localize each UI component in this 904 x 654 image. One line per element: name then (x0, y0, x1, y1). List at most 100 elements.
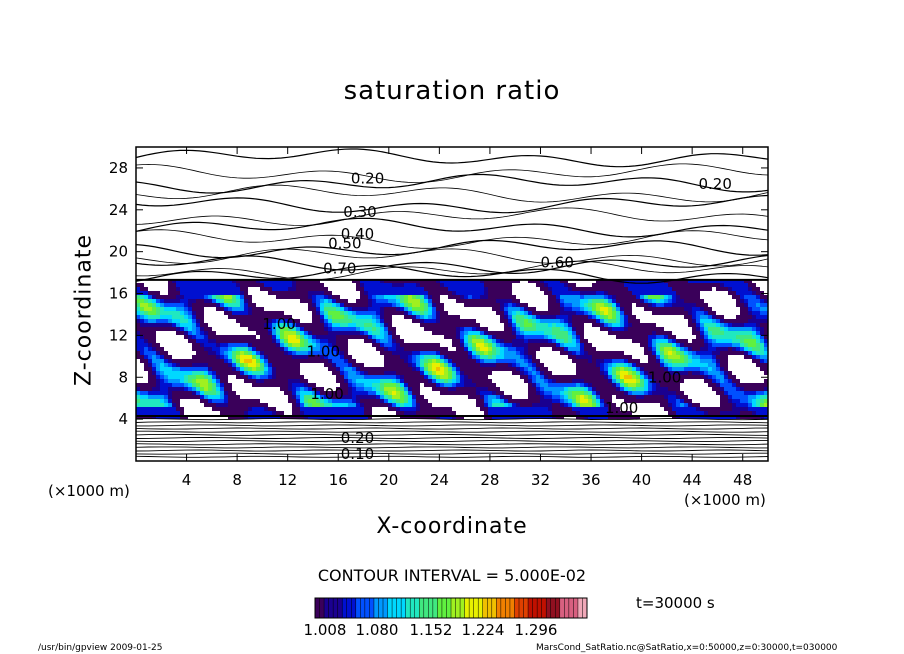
field-cell (344, 371, 348, 375)
field-cell (420, 395, 424, 399)
field-cell (324, 339, 328, 343)
field-cell (704, 307, 708, 311)
field-cell (332, 319, 336, 323)
field-cell (736, 379, 740, 383)
field-cell (300, 343, 304, 347)
field-cell (172, 363, 176, 367)
contour-line (135, 184, 769, 203)
field-cell (688, 279, 692, 283)
contour-value-label: 0.20 (341, 429, 374, 447)
field-cell (232, 403, 236, 407)
field-cell (704, 371, 708, 375)
field-cell (620, 367, 624, 371)
field-cell (144, 331, 148, 335)
field-cell (400, 343, 404, 347)
field-cell (180, 319, 184, 323)
field-cell (552, 375, 556, 379)
field-cell (260, 407, 264, 411)
field-cell (620, 411, 624, 415)
field-cell (324, 331, 328, 335)
field-cell (500, 339, 504, 343)
contour-line (135, 163, 769, 183)
field-cell (332, 335, 336, 339)
field-cell (256, 327, 260, 331)
field-cell (716, 383, 720, 387)
field-cell (624, 327, 628, 331)
field-cell (524, 331, 528, 335)
field-cell (364, 315, 368, 319)
field-cell (632, 395, 636, 399)
field-cell (540, 283, 544, 287)
field-cell (212, 355, 216, 359)
field-cell (468, 295, 472, 299)
field-cell (276, 351, 280, 355)
field-cell (380, 335, 384, 339)
field-cell (572, 307, 576, 311)
field-cell (600, 355, 604, 359)
field-cell (340, 303, 344, 307)
field-cell (364, 311, 368, 315)
field-cell (476, 383, 480, 387)
field-cell (576, 391, 580, 395)
field-cell (196, 335, 200, 339)
field-cell (308, 351, 312, 355)
field-cell (480, 371, 484, 375)
field-cell (692, 351, 696, 355)
field-cell (592, 299, 596, 303)
field-cell (640, 303, 644, 307)
field-cell (672, 303, 676, 307)
field-cell (628, 327, 632, 331)
field-cell (640, 399, 644, 403)
field-cell (176, 363, 180, 367)
field-cell (220, 391, 224, 395)
field-cell (484, 331, 488, 335)
field-cell (344, 403, 348, 407)
field-cell (488, 383, 492, 387)
field-cell (384, 347, 388, 351)
field-cell (388, 295, 392, 299)
field-cell (700, 287, 704, 291)
field-cell (220, 375, 224, 379)
field-cell (720, 343, 724, 347)
field-cell (168, 323, 172, 327)
field-cell (700, 331, 704, 335)
field-cell (588, 303, 592, 307)
field-cell (552, 343, 556, 347)
field-cell (160, 387, 164, 391)
field-cell (204, 371, 208, 375)
field-cell (728, 279, 732, 283)
field-cell (404, 371, 408, 375)
field-cell (604, 319, 608, 323)
field-cell (612, 363, 616, 367)
field-cell (316, 307, 320, 311)
field-cell (180, 287, 184, 291)
field-cell (628, 379, 632, 383)
field-cell (232, 339, 236, 343)
field-cell (584, 375, 588, 379)
field-cell (292, 379, 296, 383)
field-cell (252, 403, 256, 407)
field-cell (376, 371, 380, 375)
colorbar-cell (528, 598, 533, 618)
field-cell (280, 415, 284, 419)
field-cell (288, 355, 292, 359)
field-cell (492, 279, 496, 283)
field-cell (424, 343, 428, 347)
field-cell (296, 399, 300, 403)
field-cell (636, 299, 640, 303)
field-cell (712, 323, 716, 327)
field-cell (468, 347, 472, 351)
field-cell (760, 411, 764, 415)
field-cell (440, 411, 444, 415)
field-cell (556, 319, 560, 323)
field-cell (584, 395, 588, 399)
field-cell (416, 291, 420, 295)
field-cell (624, 363, 628, 367)
field-cell (584, 299, 588, 303)
field-cell (228, 355, 232, 359)
field-cell (212, 375, 216, 379)
field-cell (660, 375, 664, 379)
field-cell (300, 359, 304, 363)
field-cell (556, 335, 560, 339)
field-cell (604, 279, 608, 283)
